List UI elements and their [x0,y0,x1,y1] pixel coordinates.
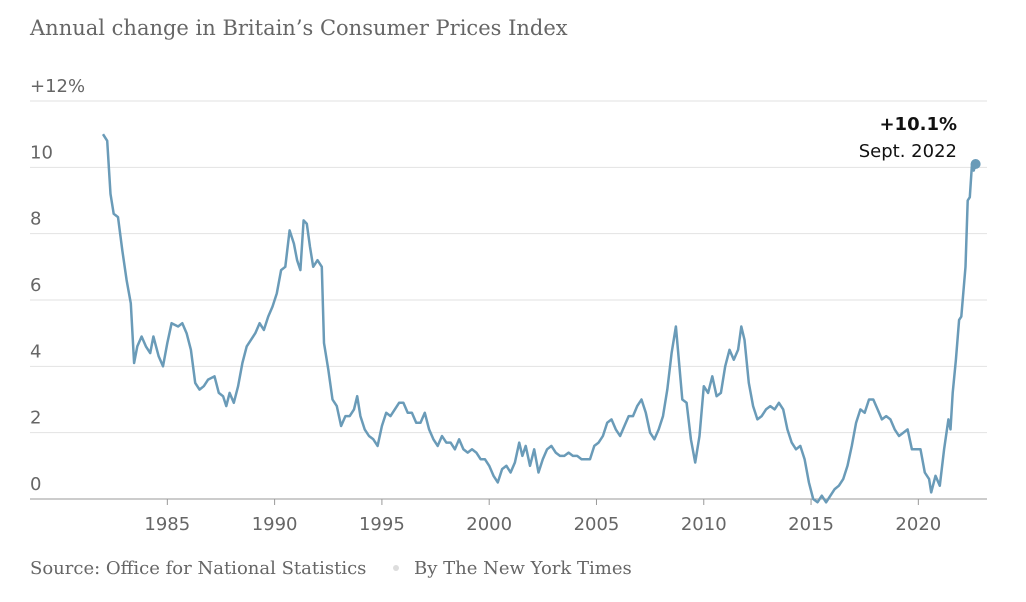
x-tick-label: 2015 [788,514,834,535]
x-tick-label: 2020 [895,514,941,535]
y-tick-label: 8 [30,209,41,230]
separator-dot [393,565,399,571]
latest-point [970,159,981,170]
cpi-line [101,133,977,504]
y-tick-label: 4 [30,341,41,362]
x-tick-label: 1985 [144,514,190,535]
x-tick-label: 1995 [359,514,405,535]
chart-title: Annual change in Britain’s Consumer Pric… [29,16,568,40]
y-tick-label: 2 [30,408,41,429]
x-tick-label: 2010 [681,514,727,535]
y-tick-label: +12% [30,76,85,97]
x-tick-label: 2000 [466,514,512,535]
byline: By The New York Times [414,558,632,579]
source: Source: Office for National Statistics [30,558,366,579]
x-tick-label: 2005 [574,514,620,535]
y-tick-label: 0 [30,474,41,495]
y-tick-label: 10 [30,142,53,163]
y-tick-label: 6 [30,275,41,296]
annotation-value: +10.1% [879,114,957,135]
x-tick-label: 1990 [252,514,298,535]
annotation-date: Sept. 2022 [859,141,957,162]
